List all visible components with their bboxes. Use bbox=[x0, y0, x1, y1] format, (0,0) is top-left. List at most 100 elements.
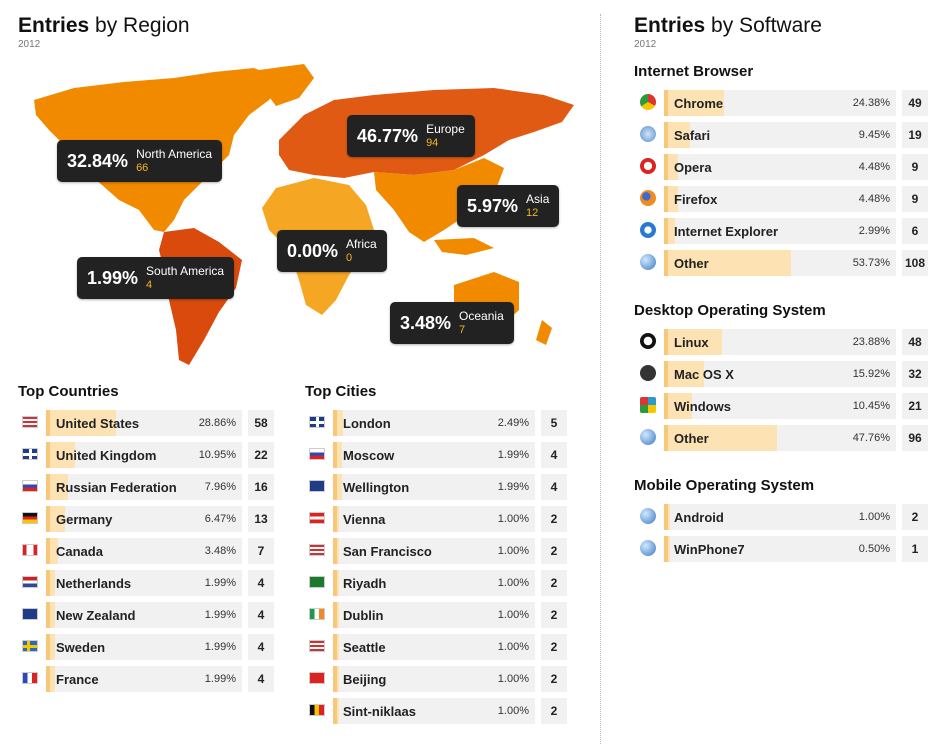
top_cities-row[interactable]: Beijing 1.00% 2 bbox=[305, 666, 569, 692]
row-label: Vienna bbox=[343, 512, 386, 527]
callout-asia[interactable]: 5.97% Asia 12 bbox=[457, 185, 560, 227]
row-count: 4 bbox=[541, 474, 567, 500]
nz-flag bbox=[309, 480, 325, 492]
browsers-row[interactable]: Opera 4.48% 9 bbox=[636, 154, 930, 180]
callout-region: Africa 0 bbox=[346, 237, 377, 264]
mobile_os-row[interactable]: Android 1.00% 2 bbox=[636, 504, 930, 530]
share-bar-fill bbox=[664, 504, 670, 530]
callout-africa[interactable]: 0.00% Africa 0 bbox=[277, 230, 387, 272]
desktop_os-row[interactable]: Linux 23.88% 48 bbox=[636, 329, 930, 355]
row-percent: 1.99% bbox=[497, 449, 529, 461]
callout-south-america[interactable]: 1.99% South America 4 bbox=[77, 257, 235, 299]
share-bar-fill bbox=[664, 393, 692, 419]
share-bar-fill bbox=[46, 442, 75, 468]
top_countries-row[interactable]: Sweden 1.99% 4 bbox=[18, 634, 276, 660]
top_cities-row[interactable]: Vienna 1.00% 2 bbox=[305, 506, 569, 532]
top_countries-row[interactable]: France 1.99% 4 bbox=[18, 666, 276, 692]
row-percent: 1.00% bbox=[858, 511, 890, 523]
share-bar: Other 53.73% bbox=[664, 250, 896, 276]
browsers-row[interactable]: Safari 9.45% 19 bbox=[636, 122, 930, 148]
ru-flag bbox=[22, 480, 38, 492]
top_cities-row[interactable]: Seattle 1.00% 2 bbox=[305, 634, 569, 660]
row-count: 16 bbox=[248, 474, 274, 500]
ru-flag bbox=[309, 448, 325, 460]
callout-europe[interactable]: 46.77% Europe 94 bbox=[347, 115, 475, 157]
top_cities-row[interactable]: Moscow 1.99% 4 bbox=[305, 442, 569, 468]
desktop-os-title: Desktop Operating System bbox=[634, 302, 826, 319]
top_countries-row[interactable]: Netherlands 1.99% 4 bbox=[18, 570, 276, 596]
top-countries-title: Top Countries bbox=[18, 383, 119, 400]
uk-flag bbox=[22, 448, 38, 460]
firefox-icon bbox=[640, 190, 656, 206]
row-label: Beijing bbox=[343, 672, 387, 687]
row-count: 49 bbox=[902, 90, 928, 116]
row-label: Other bbox=[674, 256, 709, 271]
share-bar-fill bbox=[333, 698, 339, 724]
row-label: Other bbox=[674, 431, 709, 446]
share-bar: United States 28.86% bbox=[46, 410, 242, 436]
row-percent: 24.38% bbox=[852, 97, 890, 109]
top_cities-row[interactable]: Sint-niklaas 1.00% 2 bbox=[305, 698, 569, 724]
top_countries-row[interactable]: Germany 6.47% 13 bbox=[18, 506, 276, 532]
share-bar: Sweden 1.99% bbox=[46, 634, 242, 660]
share-bar: France 1.99% bbox=[46, 666, 242, 692]
software-year: 2012 bbox=[634, 39, 657, 50]
row-count: 4 bbox=[248, 570, 274, 596]
row-count: 2 bbox=[541, 506, 567, 532]
row-percent: 1.00% bbox=[497, 545, 529, 557]
share-bar-fill bbox=[46, 410, 116, 436]
top_countries-row[interactable]: Russian Federation 7.96% 16 bbox=[18, 474, 276, 500]
row-count: 4 bbox=[248, 666, 274, 692]
share-bar: Canada 3.48% bbox=[46, 538, 242, 564]
se-flag bbox=[22, 640, 38, 652]
desktop_os-row[interactable]: Mac OS X 15.92% 32 bbox=[636, 361, 930, 387]
share-bar: Firefox 4.48% bbox=[664, 186, 896, 212]
row-count: 4 bbox=[248, 602, 274, 628]
browsers-row[interactable]: Chrome 24.38% 49 bbox=[636, 90, 930, 116]
share-bar-fill bbox=[664, 361, 704, 387]
top_countries-row[interactable]: United Kingdom 10.95% 22 bbox=[18, 442, 276, 468]
share-bar-fill bbox=[664, 154, 678, 180]
desktop_os-row[interactable]: Other 47.76% 96 bbox=[636, 425, 930, 451]
globe-icon bbox=[640, 429, 656, 445]
top_countries-row[interactable]: Canada 3.48% 7 bbox=[18, 538, 276, 564]
top_countries-row[interactable]: United States 28.86% 58 bbox=[18, 410, 276, 436]
linux-icon bbox=[640, 333, 656, 349]
callout-oceania[interactable]: 3.48% Oceania 7 bbox=[390, 302, 514, 344]
top_cities-row[interactable]: London 2.49% 5 bbox=[305, 410, 569, 436]
row-count: 19 bbox=[902, 122, 928, 148]
desktop_os-row[interactable]: Windows 10.45% 21 bbox=[636, 393, 930, 419]
callout-region: Oceania 7 bbox=[459, 309, 504, 336]
share-bar: Wellington 1.99% bbox=[333, 474, 535, 500]
share-bar: Russian Federation 7.96% bbox=[46, 474, 242, 500]
share-bar-fill bbox=[664, 122, 690, 148]
browsers-title: Internet Browser bbox=[634, 63, 754, 80]
top_cities-row[interactable]: Riyadh 1.00% 2 bbox=[305, 570, 569, 596]
browsers-row[interactable]: Firefox 4.48% 9 bbox=[636, 186, 930, 212]
row-count: 4 bbox=[541, 442, 567, 468]
top_cities-row[interactable]: Dublin 1.00% 2 bbox=[305, 602, 569, 628]
share-bar: Germany 6.47% bbox=[46, 506, 242, 532]
row-label: Opera bbox=[674, 160, 712, 175]
row-count: 7 bbox=[248, 538, 274, 564]
browsers-row[interactable]: Internet Explorer 2.99% 6 bbox=[636, 218, 930, 244]
row-percent: 1.00% bbox=[497, 577, 529, 589]
top_countries-row[interactable]: New Zealand 1.99% 4 bbox=[18, 602, 276, 628]
row-label: Firefox bbox=[674, 192, 718, 207]
share-bar: Seattle 1.00% bbox=[333, 634, 535, 660]
browsers-row[interactable]: Other 53.73% 108 bbox=[636, 250, 930, 276]
mobile_os-row[interactable]: WinPhone7 0.50% 1 bbox=[636, 536, 930, 562]
top_cities-row[interactable]: Wellington 1.99% 4 bbox=[305, 474, 569, 500]
top_cities-row[interactable]: San Francisco 1.00% 2 bbox=[305, 538, 569, 564]
share-bar: Beijing 1.00% bbox=[333, 666, 535, 692]
new-zealand-region bbox=[536, 320, 552, 345]
row-count: 48 bbox=[902, 329, 928, 355]
share-bar: Vienna 1.00% bbox=[333, 506, 535, 532]
row-count: 96 bbox=[902, 425, 928, 451]
row-count: 9 bbox=[902, 186, 928, 212]
row-label: Internet Explorer bbox=[674, 224, 779, 239]
callout-north-america[interactable]: 32.84% North America 66 bbox=[57, 140, 223, 182]
fr-flag bbox=[22, 672, 38, 684]
row-percent: 1.00% bbox=[497, 673, 529, 685]
share-bar: Internet Explorer 2.99% bbox=[664, 218, 896, 244]
